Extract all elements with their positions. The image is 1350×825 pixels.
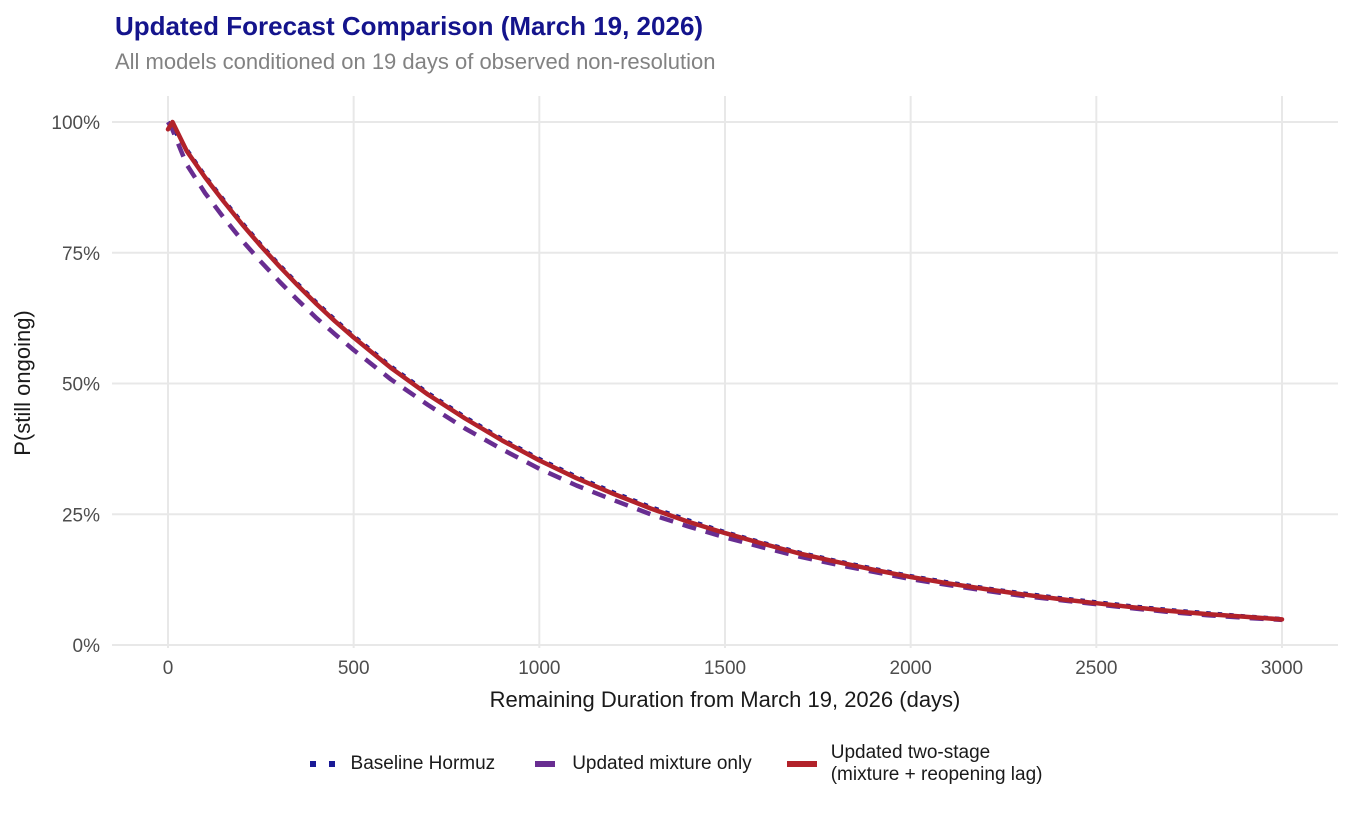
chart-header: Updated Forecast Comparison (March 19, 2… [115, 12, 716, 74]
dotted-line-key-icon [309, 761, 338, 768]
x-tick-label: 2000 [890, 658, 932, 679]
y-tick-label: 25% [62, 505, 100, 526]
x-tick-label: 500 [338, 658, 370, 679]
series-line-updated-two-stage-mixture-reopening-lag [165, 119, 1285, 622]
x-tick-label: 3000 [1261, 658, 1303, 679]
x-tick-label: 2500 [1075, 658, 1117, 679]
solid-line-key-icon [786, 761, 817, 768]
chart-title: Updated Forecast Comparison (March 19, 2… [115, 11, 704, 41]
chart-legend: Baseline Hormuz Updated mixture only Upd… [0, 742, 1350, 787]
legend-label: Updated two-stage (mixture + reopening l… [830, 742, 1043, 786]
x-tick-label: 1500 [704, 658, 746, 679]
legend-label: Updated mixture only [572, 753, 752, 775]
legend-item-updated-two-stage: Updated two-stage (mixture + reopening l… [786, 742, 1043, 787]
tick-layer: 0% 25% 50% 75% 100% 0 500 1000 1500 2000 2500 3000 [51, 113, 1303, 679]
y-tick-label: 50% [62, 375, 100, 396]
dashed-line-key-icon [535, 761, 556, 768]
y-tick-label: 0% [73, 636, 101, 657]
series-layer [165, 119, 1285, 623]
y-tick-label: 100% [51, 113, 100, 134]
chart-subtitle: All models conditioned on 19 days of obs… [115, 48, 716, 74]
survival-plot: 0%25%50%75%100%0 500 1000 1500 2000 2500 3000 … [10, 96, 1338, 712]
legend-item-baseline-hormuz: Baseline Hormuz [308, 753, 496, 775]
y-tick-label: 75% [62, 244, 100, 265]
x-axis-title: Remaining Duration from March 19, 2026 (… [490, 687, 961, 712]
grid-layer [112, 96, 1338, 648]
x-tick-label: 0 [163, 658, 174, 679]
legend-label: Baseline Hormuz [350, 753, 496, 775]
x-tick-label: 1000 [518, 658, 560, 679]
y-axis-title: P(still ongoing) [10, 310, 35, 456]
legend-item-updated-mixture: Updated mixture only [529, 753, 752, 775]
